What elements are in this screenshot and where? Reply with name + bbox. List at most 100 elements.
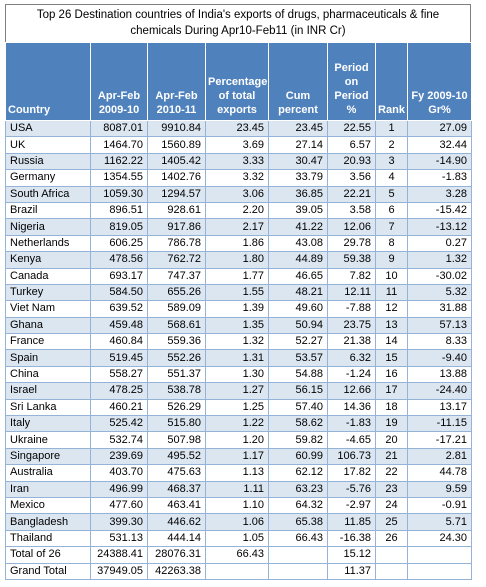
value-cell: 3.28 <box>407 185 472 203</box>
value-cell: 21 <box>375 447 408 466</box>
value-cell: 3.56 <box>327 169 376 187</box>
value-cell: 3.32 <box>205 169 269 187</box>
country-cell: Germany <box>5 169 91 187</box>
value-cell: 1.11 <box>205 480 269 498</box>
value-cell: 5 <box>375 185 408 203</box>
country-cell: Nigeria <box>5 218 91 236</box>
value-cell: 3.58 <box>327 201 376 220</box>
value-cell: 1.31 <box>205 349 269 367</box>
value-cell: 1402.76 <box>147 169 206 187</box>
value-cell: 1.32 <box>407 251 472 269</box>
table-row: Germany 1354.55 1402.76 3.32 33.79 3.56 4 -1.83 <box>5 169 472 187</box>
value-cell: 53.57 <box>268 349 328 367</box>
value-cell: -14.90 <box>407 152 472 171</box>
value-cell: 39.05 <box>268 201 328 220</box>
value-cell: 478.25 <box>90 382 148 400</box>
country-cell: Singapore <box>5 447 91 466</box>
value-cell: 17.82 <box>327 464 376 482</box>
value-cell: 9 <box>375 251 408 269</box>
value-cell: 12 <box>375 300 408 318</box>
table-row: Canada 693.17 747.37 1.77 46.65 7.82 10 -30.02 <box>5 267 472 285</box>
value-cell: 21.38 <box>327 333 376 351</box>
value-cell: 3.33 <box>205 152 269 171</box>
value-cell: 6.32 <box>327 349 376 367</box>
value-cell: 13.88 <box>407 365 472 384</box>
value-cell: 460.21 <box>90 398 148 417</box>
total-value: 37949.05 <box>90 562 148 580</box>
value-cell: 1.20 <box>205 431 269 449</box>
value-cell: 1.05 <box>205 529 269 548</box>
country-cell: Iran <box>5 480 91 498</box>
table-row: Ukraine 532.74 507.98 1.20 59.82 -4.65 20 -17.2… <box>5 431 472 449</box>
header-row: Country Apr-Feb 2009-10 Apr-Feb 2010-11 Per… <box>5 42 472 121</box>
value-cell: 22.55 <box>327 119 376 138</box>
value-cell: 11.85 <box>327 513 376 531</box>
value-cell: 558.27 <box>90 365 148 384</box>
value-cell: 1.35 <box>205 316 269 335</box>
country-cell: Bangladesh <box>5 513 91 531</box>
value-cell: 52.27 <box>268 333 328 351</box>
value-cell: 57.13 <box>407 316 472 335</box>
table-container: Top 26 Destination countries of India's … <box>5 4 472 580</box>
value-cell: 1.77 <box>205 267 269 285</box>
total-label: Grand Total <box>5 562 91 580</box>
value-cell: 6 <box>375 201 408 220</box>
value-cell: 8087.01 <box>90 119 148 138</box>
value-cell: 551.37 <box>147 365 206 384</box>
value-cell: 468.37 <box>147 480 206 498</box>
value-cell: 22.21 <box>327 185 376 203</box>
value-cell: 515.80 <box>147 415 206 433</box>
total-row: Total of 26 24388.41 28076.31 66.43 15.12 <box>5 546 472 564</box>
value-cell: -5.76 <box>327 480 376 498</box>
value-cell: -4.65 <box>327 431 376 449</box>
value-cell: 64.32 <box>268 496 328 515</box>
value-cell: 106.73 <box>327 447 376 466</box>
value-cell: 48.21 <box>268 283 328 302</box>
value-cell: 24.30 <box>407 529 472 548</box>
value-cell: 44.89 <box>268 251 328 269</box>
table-row: Nigeria 819.05 917.86 2.17 41.22 12.06 7 -13.12 <box>5 218 472 236</box>
value-cell: 60.99 <box>268 447 328 466</box>
value-cell: 22 <box>375 464 408 482</box>
empty-cell <box>407 562 472 580</box>
value-cell: 20 <box>375 431 408 449</box>
value-cell: -1.83 <box>407 169 472 187</box>
value-cell: 9910.84 <box>147 119 206 138</box>
value-cell: 19 <box>375 415 408 433</box>
value-cell: 59.82 <box>268 431 328 449</box>
value-cell: 4 <box>375 169 408 187</box>
empty-cell <box>375 546 408 564</box>
country-cell: China <box>5 365 91 384</box>
total-value: 42263.38 <box>147 562 206 580</box>
header-cell: Percentage of total exports <box>205 42 269 121</box>
country-cell: Viet Nam <box>5 300 91 318</box>
value-cell: -13.12 <box>407 218 472 236</box>
country-cell: Spain <box>5 349 91 367</box>
value-cell: 2.17 <box>205 218 269 236</box>
value-cell: -1.24 <box>327 365 376 384</box>
value-cell: 786.78 <box>147 234 206 253</box>
value-cell: 11 <box>375 283 408 302</box>
country-cell: Italy <box>5 415 91 433</box>
total-value: 66.43 <box>205 546 269 564</box>
value-cell: 17 <box>375 382 408 400</box>
total-row: Grand Total 37949.05 42263.38 11.37 <box>5 562 472 580</box>
value-cell: 18 <box>375 398 408 417</box>
value-cell: 43.08 <box>268 234 328 253</box>
value-cell: 54.88 <box>268 365 328 384</box>
value-cell: 56.15 <box>268 382 328 400</box>
value-cell: 747.37 <box>147 267 206 285</box>
value-cell: 525.42 <box>90 415 148 433</box>
value-cell: 478.56 <box>90 251 148 269</box>
value-cell: 917.86 <box>147 218 206 236</box>
value-cell: 459.48 <box>90 316 148 335</box>
value-cell: 2.20 <box>205 201 269 220</box>
country-cell: Sri Lanka <box>5 398 91 417</box>
value-cell: 31.88 <box>407 300 472 318</box>
country-cell: Turkey <box>5 283 91 302</box>
value-cell: 59.38 <box>327 251 376 269</box>
header-cell: Apr-Feb 2010-11 <box>147 42 206 121</box>
table-row: Thailand 531.13 444.14 1.05 66.43 -16.38 26 24.… <box>5 529 472 548</box>
value-cell: 30.47 <box>268 152 328 171</box>
value-cell: 12.66 <box>327 382 376 400</box>
